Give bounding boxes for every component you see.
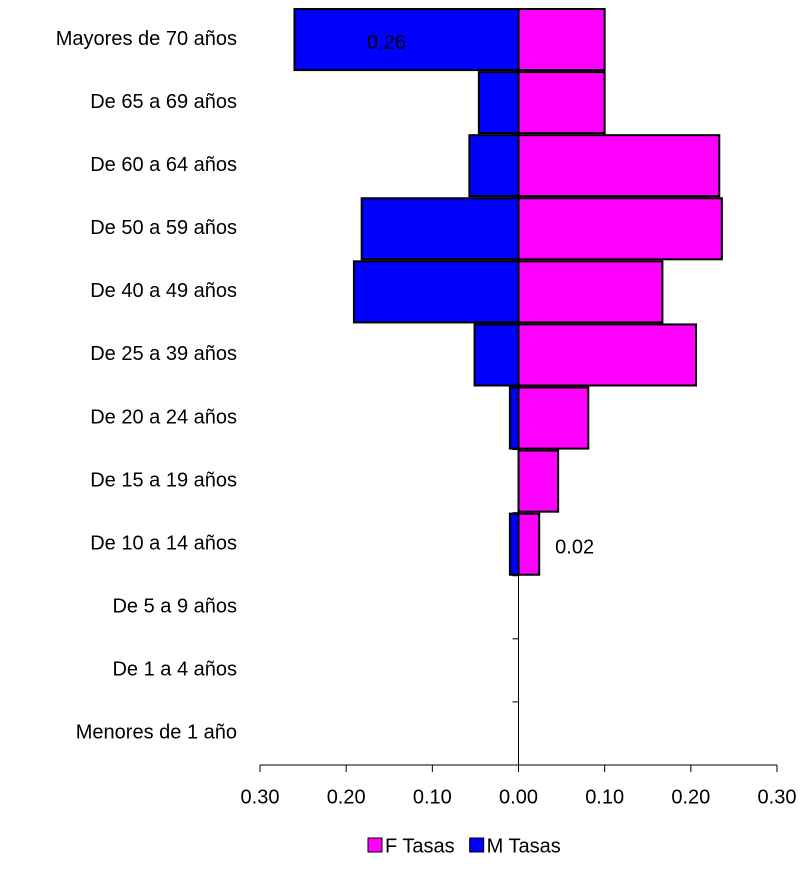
legend-label: M Tasas	[487, 835, 561, 857]
bar	[517, 197, 723, 261]
bar	[473, 323, 520, 387]
bar	[517, 449, 560, 513]
y-tick-label: De 20 a 24 años	[90, 406, 237, 428]
bar	[360, 197, 520, 261]
bar	[508, 512, 520, 576]
y-tick-label: De 1 a 4 años	[112, 659, 237, 681]
y-tick-label: De 50 a 59 años	[90, 217, 237, 239]
bar	[517, 512, 541, 576]
y-tick-label: De 25 a 39 años	[90, 343, 237, 365]
bar	[477, 71, 520, 135]
bar	[517, 260, 664, 324]
legend-label: F Tasas	[385, 835, 455, 857]
x-tick-label: 0.10	[585, 786, 624, 808]
bar	[517, 386, 590, 450]
y-tick-label: Menores de 1 año	[76, 722, 237, 744]
bar	[517, 71, 606, 135]
y-tick-label: De 40 a 49 años	[90, 280, 237, 302]
bar	[468, 134, 520, 198]
y-tick-label: De 15 a 19 años	[90, 469, 237, 491]
x-tick-label: 0.20	[327, 786, 366, 808]
legend-swatch	[367, 837, 383, 853]
y-tick-label: De 10 a 14 años	[90, 532, 237, 554]
x-tick-label: 0.20	[671, 786, 710, 808]
y-tick-label: De 65 a 69 años	[90, 91, 237, 113]
bar	[517, 134, 721, 198]
y-tick-label: De 5 a 9 años	[112, 596, 237, 618]
x-tick-label: 0.10	[413, 786, 452, 808]
y-tick-label: De 60 a 64 años	[90, 154, 237, 176]
legend-swatch	[469, 837, 485, 853]
x-tick-label: 0.00	[499, 786, 538, 808]
bar	[352, 260, 520, 324]
data-label: 0.02	[555, 536, 594, 558]
data-label: 0.26	[367, 32, 406, 54]
x-tick-label: 0.30	[758, 786, 797, 808]
bar	[517, 323, 698, 387]
x-tick-label: 0.30	[241, 786, 280, 808]
y-tick-label: Mayores de 70 años	[56, 28, 237, 50]
bar	[508, 386, 520, 450]
bar	[293, 8, 520, 72]
bar	[517, 8, 606, 72]
